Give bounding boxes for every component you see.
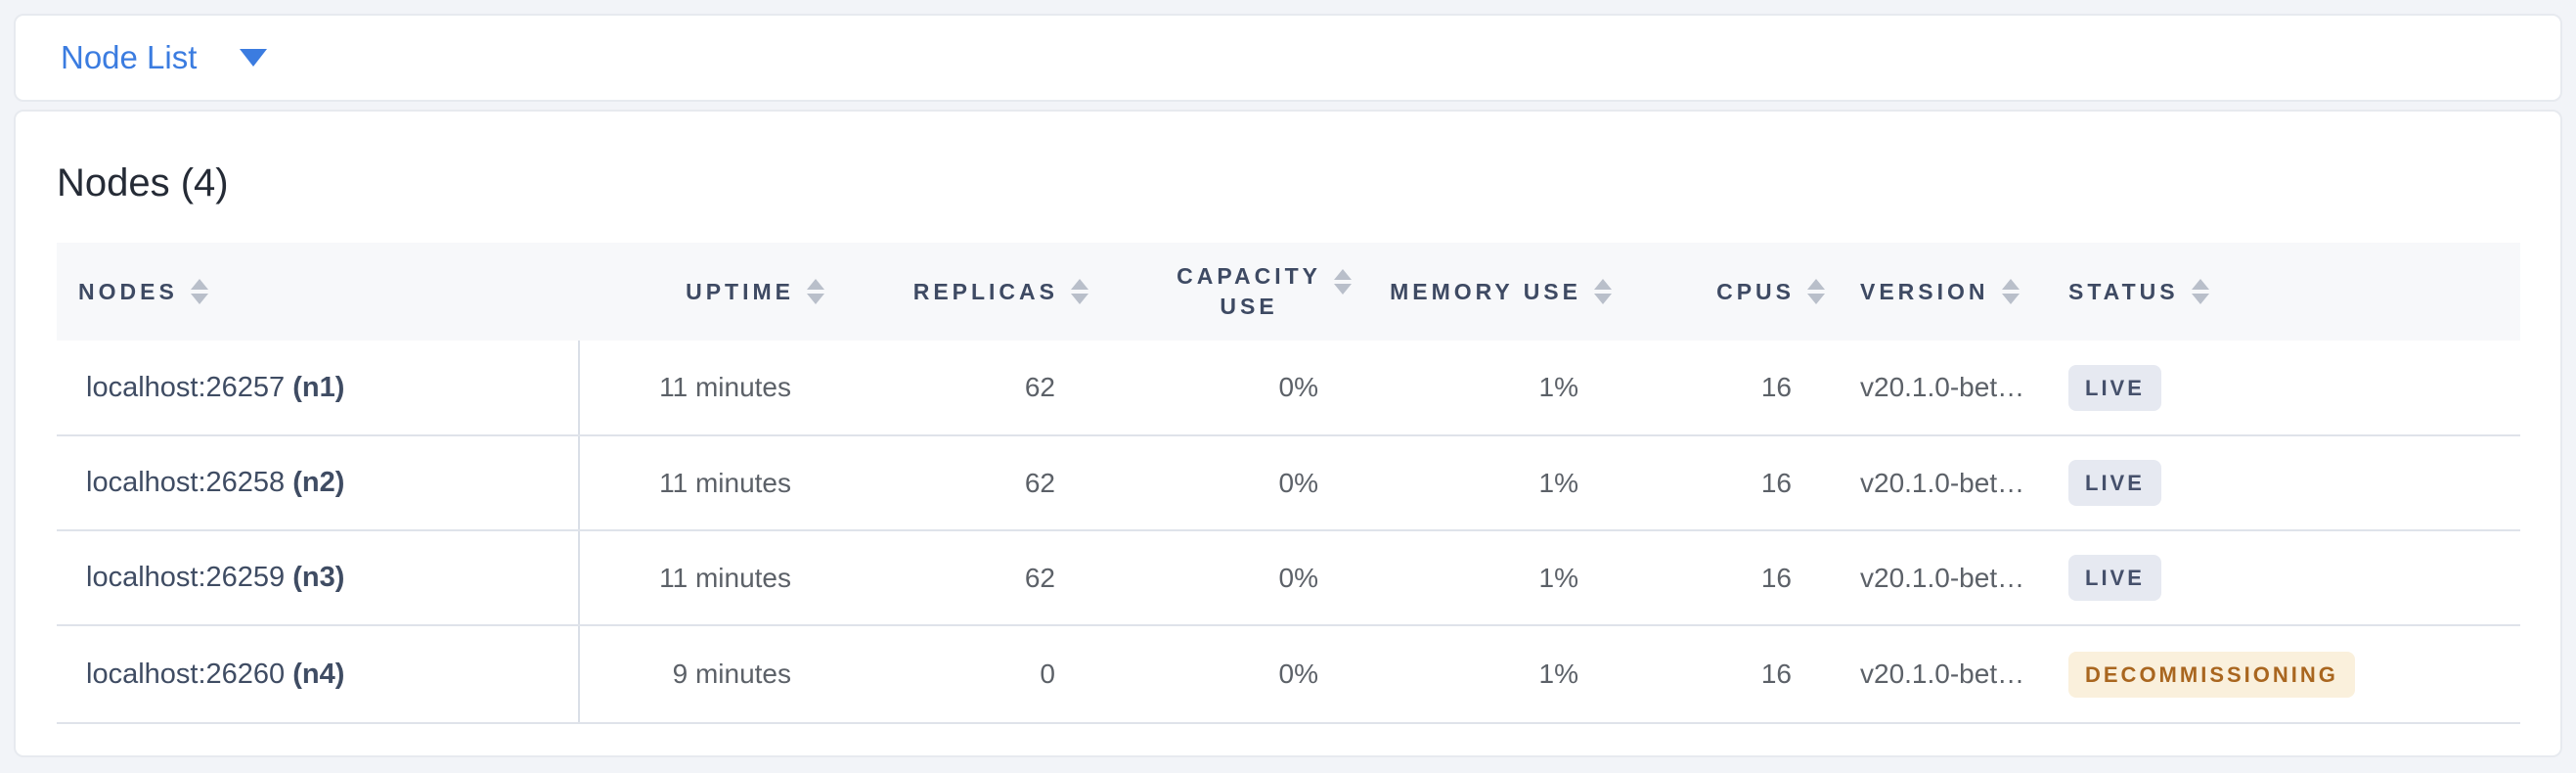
cell-cpus: 16 (1612, 341, 1825, 436)
sort-icon (190, 279, 208, 304)
cell-capacity_use: 0% (1088, 625, 1352, 724)
cell-cpus: 16 (1612, 435, 1825, 531)
page: { "topbar": { "dropdown_label": "Node Li… (0, 14, 2576, 773)
node-id: (n1) (292, 371, 345, 403)
column-header-nodes[interactable]: NODES (57, 243, 579, 341)
cell-replicas: 62 (824, 530, 1088, 626)
status-badge-live: LIVE (2068, 460, 2161, 506)
sort-icon (1807, 279, 1825, 304)
status-badge-live: LIVE (2068, 555, 2161, 601)
column-label-status: STATUS (2068, 278, 2179, 304)
table-header: NODES UPTIME REPLICAS CAPACITY USE MEMORY USE… (57, 243, 2520, 341)
sort-icon (1071, 279, 1088, 304)
page-title: Nodes (4) (57, 161, 229, 205)
cell-nodes[interactable]: localhost:26257 (n1) (57, 341, 580, 436)
caret-down-icon (240, 49, 268, 67)
cell-version: v20.1.0-bet… (1825, 625, 2045, 724)
cell-replicas: 0 (824, 625, 1088, 724)
cell-nodes[interactable]: localhost:26259 (n3) (57, 530, 580, 626)
cell-cpus: 16 (1612, 625, 1825, 724)
column-label-nodes: NODES (78, 278, 178, 304)
status-badge-live: LIVE (2068, 364, 2161, 411)
cell-capacity_use: 0% (1088, 341, 1352, 436)
column-label-memory_use: MEMORY USE (1390, 278, 1581, 304)
node-list-dropdown-label: Node List (61, 39, 198, 75)
cell-version: v20.1.0-bet… (1825, 435, 2045, 531)
node-list-dropdown[interactable]: Node List (61, 39, 268, 76)
cell-nodes[interactable]: localhost:26260 (n4) (57, 625, 580, 724)
sort-icon (1334, 269, 1352, 295)
sort-icon (2001, 279, 2020, 304)
nodes-table: NODES UPTIME REPLICAS CAPACITY USE MEMORY USE… (57, 243, 2520, 724)
cell-memory_use: 1% (1352, 530, 1612, 626)
cell-uptime: 11 minutes (579, 341, 824, 436)
node-address: localhost:26258 (86, 467, 293, 498)
column-label-version: VERSION (1860, 278, 1989, 304)
cell-replicas: 62 (824, 341, 1088, 436)
cell-version: v20.1.0-bet… (1825, 341, 2045, 436)
view-selector-bar: Node List (14, 14, 2562, 102)
cell-status: DECOMMISSIONING (2045, 625, 2520, 724)
cell-status: LIVE (2045, 341, 2520, 436)
cell-capacity_use: 0% (1088, 435, 1352, 531)
cell-memory_use: 1% (1352, 435, 1612, 531)
node-address: localhost:26260 (86, 658, 293, 690)
sort-icon (2191, 279, 2209, 304)
cell-cpus: 16 (1612, 530, 1825, 626)
column-label-capacity_use: CAPACITY USE (1177, 263, 1321, 319)
cell-status: LIVE (2045, 435, 2520, 531)
sort-icon (1594, 279, 1612, 304)
cell-memory_use: 1% (1352, 625, 1612, 724)
table-row[interactable]: localhost:26259 (n3) 11 minutes 62 0% 1% 16 v2… (57, 530, 2520, 626)
cell-memory_use: 1% (1352, 341, 1612, 436)
cell-uptime: 9 minutes (579, 625, 824, 724)
cell-uptime: 11 minutes (579, 530, 824, 626)
column-header-capacity_use[interactable]: CAPACITY USE (1088, 243, 1352, 341)
table-row[interactable]: localhost:26260 (n4) 9 minutes 0 0% 1% 16 v20.… (57, 625, 2520, 724)
column-header-memory_use[interactable]: MEMORY USE (1352, 243, 1612, 341)
column-header-replicas[interactable]: REPLICAS (824, 243, 1088, 341)
node-id: (n4) (292, 658, 345, 690)
status-badge-decommissioning: DECOMMISSIONING (2068, 651, 2355, 698)
sort-icon (807, 279, 824, 304)
cell-nodes[interactable]: localhost:26258 (n2) (57, 435, 580, 531)
node-address: localhost:26257 (86, 371, 293, 403)
nodes-panel: Nodes (4) NODES UPTIME REPLICAS CAPACITY USE… (14, 110, 2562, 757)
cell-status: LIVE (2045, 530, 2520, 626)
cell-uptime: 11 minutes (579, 435, 824, 531)
cell-version: v20.1.0-bet… (1825, 530, 2045, 626)
table-row[interactable]: localhost:26257 (n1) 11 minutes 62 0% 1% 16 v2… (57, 341, 2520, 436)
cell-replicas: 62 (824, 435, 1088, 531)
column-header-uptime[interactable]: UPTIME (579, 243, 824, 341)
column-label-cpus: CPUS (1716, 278, 1795, 304)
column-header-cpus[interactable]: CPUS (1612, 243, 1825, 341)
column-label-uptime: UPTIME (686, 278, 794, 304)
column-header-version[interactable]: VERSION (1825, 243, 2045, 341)
node-id: (n3) (292, 562, 345, 593)
node-address: localhost:26259 (86, 562, 293, 593)
table-row[interactable]: localhost:26258 (n2) 11 minutes 62 0% 1% 16 v2… (57, 435, 2520, 531)
column-label-replicas: REPLICAS (912, 278, 1058, 304)
column-header-status[interactable]: STATUS (2045, 243, 2520, 341)
node-id: (n2) (292, 467, 345, 498)
cell-capacity_use: 0% (1088, 530, 1352, 626)
